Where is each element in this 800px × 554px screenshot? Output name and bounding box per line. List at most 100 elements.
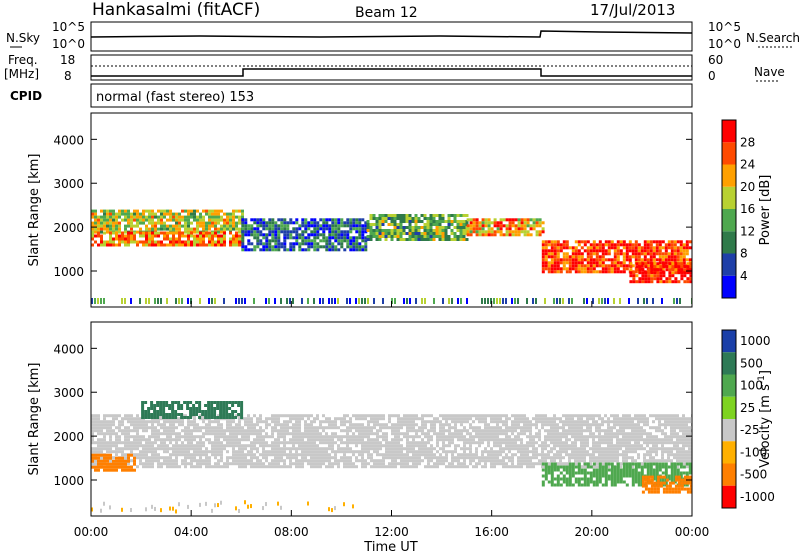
power-cell: [256, 221, 260, 225]
velocity-cell: [589, 414, 592, 418]
power-cell: [411, 235, 415, 238]
power-cell: [304, 227, 308, 231]
velocity-cell: [190, 429, 193, 433]
power-cell: [160, 212, 163, 216]
power-cell: [247, 233, 251, 237]
velocity-cell: [379, 453, 382, 457]
velocity-cell: [322, 429, 325, 433]
velocity-cell: [103, 435, 106, 439]
power-cell: [656, 277, 660, 281]
power-cell: [671, 274, 675, 278]
velocity-cell: [652, 447, 655, 451]
power-cell: [423, 217, 427, 220]
velocity-cell: [442, 435, 445, 439]
velocity-cell: [256, 432, 259, 436]
velocity-cell: [331, 465, 334, 469]
power-cell: [435, 220, 439, 223]
power-cell: [508, 230, 512, 234]
power-cell: [580, 264, 584, 268]
power-cell: [109, 237, 112, 241]
velocity-cell: [502, 462, 505, 466]
velocity-cell: [484, 414, 487, 418]
velocity-cell: [625, 432, 628, 436]
power-cell: [352, 224, 356, 228]
velocity-cell: [220, 441, 223, 445]
power-cell: [659, 280, 663, 284]
power-cell: [571, 246, 575, 250]
velocity-cell: [151, 465, 154, 469]
velocity-cell: [193, 417, 196, 421]
velocity-cell: [337, 462, 340, 466]
velocity-cell: [121, 447, 124, 451]
velocity-cell: [97, 468, 100, 472]
velocity-cell: [355, 429, 358, 433]
velocity-cell: [628, 426, 631, 430]
velocity-cell: [271, 441, 274, 445]
velocity-cell: [403, 432, 406, 436]
velocity-cell: [469, 459, 472, 463]
velocity-cell: [373, 459, 376, 463]
velocity-cell: [652, 459, 655, 463]
velocity-cell: [172, 423, 175, 427]
power-cell: [393, 235, 397, 238]
velocity-cell: [571, 423, 574, 427]
velocity-cell: [646, 450, 649, 454]
power-cell: [378, 223, 382, 226]
velocity-cell: [259, 417, 262, 421]
velocity-cell: [463, 438, 466, 442]
velocity-cell: [193, 450, 196, 454]
velocity-cell: [430, 456, 433, 460]
power-cell: [118, 227, 121, 231]
power-cell: [112, 224, 115, 228]
velocity-cell: [379, 414, 382, 418]
velocity-cell: [163, 423, 166, 427]
velocity-cell: [649, 435, 652, 439]
velocity-cell: [334, 417, 337, 421]
power-cell: [679, 240, 683, 244]
velocity-cell: [403, 462, 406, 466]
velocity-cell: [607, 444, 610, 448]
velocity-cell: [637, 432, 640, 436]
velocity-cell: [349, 456, 352, 460]
velocity-cell: [601, 453, 604, 457]
power-cell: [217, 243, 220, 247]
velocity-cell: [664, 414, 667, 418]
velocity-cell: [586, 435, 589, 439]
power-cell: [271, 245, 275, 249]
velocity-cell: [148, 450, 151, 454]
power-cell: [313, 227, 317, 231]
power-cell: [655, 240, 659, 244]
power-cell: [396, 217, 400, 220]
velocity-cell: [250, 450, 253, 454]
power-cell: [478, 227, 482, 231]
power-cell: [650, 265, 654, 269]
velocity-cell: [622, 414, 625, 418]
power-cell: [334, 221, 338, 225]
velocity-cell: [154, 435, 157, 439]
velocity-cell: [634, 423, 637, 427]
velocity-cell: [418, 441, 421, 445]
velocity-cell: [153, 416, 157, 419]
velocity-cell: [391, 441, 394, 445]
power-cell: [432, 223, 436, 226]
power-cell: [244, 224, 248, 228]
velocity-cell: [364, 447, 367, 451]
velocity-cell: [121, 417, 124, 421]
power-cell: [196, 237, 199, 241]
velocity-cell: [226, 429, 229, 433]
velocity-cell: [526, 462, 529, 466]
power-cell: [217, 212, 220, 216]
velocity-cell: [141, 404, 145, 407]
velocity-cell: [499, 420, 502, 424]
velocity-cell: [214, 432, 217, 436]
power-cell: [292, 236, 296, 240]
velocity-cell: [154, 441, 157, 445]
velocity-cell: [253, 426, 256, 430]
velocity-cell: [250, 420, 253, 424]
velocity-cell: [442, 444, 445, 448]
power-cell: [241, 248, 245, 252]
power-cell: [424, 298, 426, 304]
power-cell: [634, 249, 638, 253]
velocity-cell: [517, 423, 520, 427]
power-cell: [671, 271, 675, 275]
